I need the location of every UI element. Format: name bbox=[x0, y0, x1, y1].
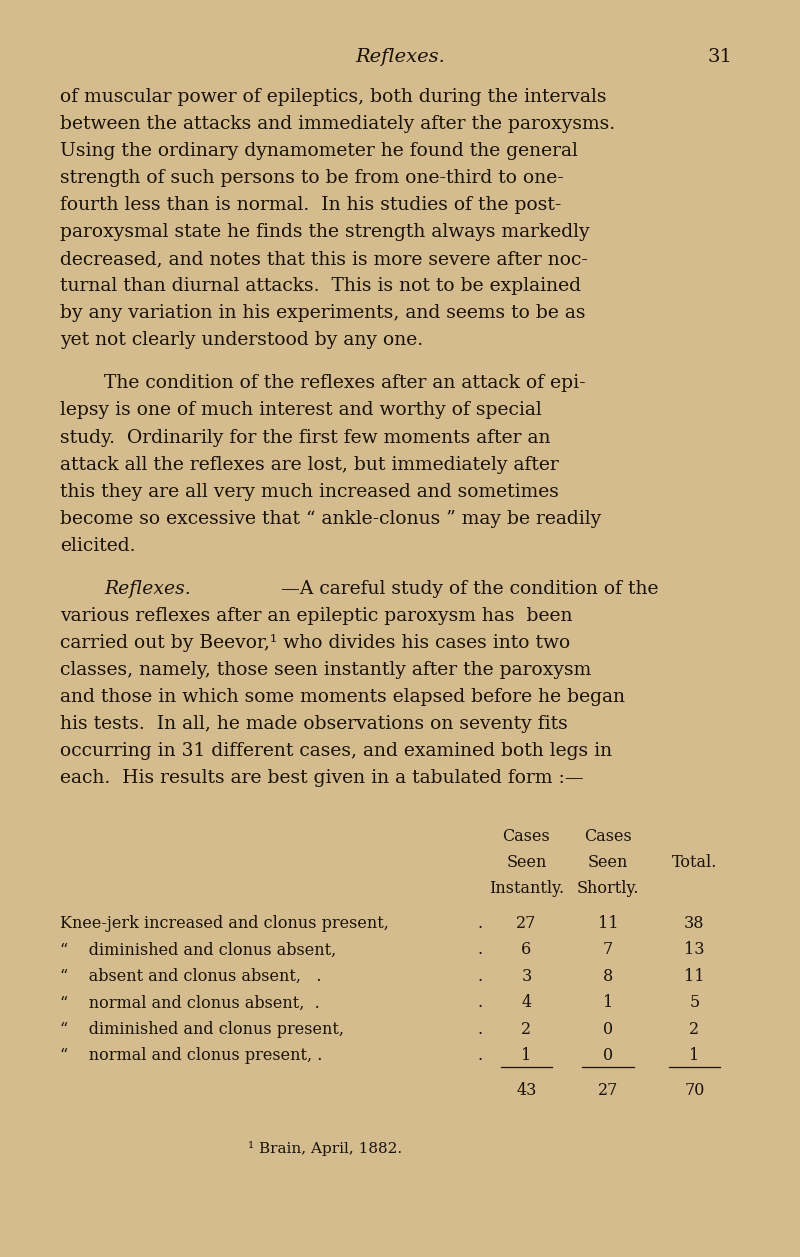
Text: .: . bbox=[478, 941, 482, 958]
Text: Seen: Seen bbox=[588, 855, 628, 871]
Text: fourth less than is normal.  In his studies of the post-: fourth less than is normal. In his studi… bbox=[60, 196, 562, 214]
Text: study.  Ordinarily for the first few moments after an: study. Ordinarily for the first few mome… bbox=[60, 429, 550, 446]
Text: and those in which some moments elapsed before he began: and those in which some moments elapsed … bbox=[60, 688, 625, 706]
Text: 4: 4 bbox=[522, 994, 531, 1012]
Text: Knee-jerk increased and clonus present,: Knee-jerk increased and clonus present, bbox=[60, 915, 389, 931]
Text: carried out by Beevor,¹ who divides his cases into two: carried out by Beevor,¹ who divides his … bbox=[60, 634, 570, 652]
Text: by any variation in his experiments, and seems to be as: by any variation in his experiments, and… bbox=[60, 304, 586, 322]
Text: between the attacks and immediately after the paroxysms.: between the attacks and immediately afte… bbox=[60, 114, 615, 133]
Text: Seen: Seen bbox=[506, 855, 546, 871]
Text: 3: 3 bbox=[522, 968, 531, 985]
Text: 6: 6 bbox=[522, 941, 531, 958]
Text: various reflexes after an epileptic paroxysm has  been: various reflexes after an epileptic paro… bbox=[60, 607, 573, 625]
Text: .: . bbox=[478, 968, 482, 985]
Text: —A careful study of the condition of the: —A careful study of the condition of the bbox=[281, 579, 658, 598]
Text: Instantly.: Instantly. bbox=[489, 880, 564, 896]
Text: 2: 2 bbox=[522, 1021, 531, 1038]
Text: “    normal and clonus absent,  .: “ normal and clonus absent, . bbox=[60, 994, 320, 1012]
Text: ¹ Brain, April, 1882.: ¹ Brain, April, 1882. bbox=[248, 1141, 402, 1156]
Text: decreased, and notes that this is more severe after noc-: decreased, and notes that this is more s… bbox=[60, 250, 588, 268]
Text: 2: 2 bbox=[690, 1021, 699, 1038]
Text: each.  His results are best given in a tabulated form :—: each. His results are best given in a ta… bbox=[60, 769, 584, 787]
Text: 5: 5 bbox=[690, 994, 699, 1012]
Text: 7: 7 bbox=[603, 941, 613, 958]
Text: 38: 38 bbox=[684, 915, 705, 931]
Text: 0: 0 bbox=[603, 1021, 613, 1038]
Text: this they are all very much increased and sometimes: this they are all very much increased an… bbox=[60, 483, 559, 500]
Text: Shortly.: Shortly. bbox=[577, 880, 639, 896]
Text: 8: 8 bbox=[603, 968, 613, 985]
Text: 1: 1 bbox=[522, 1047, 531, 1065]
Text: Reflexes.: Reflexes. bbox=[355, 48, 445, 65]
Text: 1: 1 bbox=[603, 994, 613, 1012]
Text: 70: 70 bbox=[684, 1082, 705, 1099]
Text: 43: 43 bbox=[516, 1082, 537, 1099]
Text: strength of such persons to be from one-third to one-: strength of such persons to be from one-… bbox=[60, 168, 564, 187]
Text: paroxysmal state he finds the strength always markedly: paroxysmal state he finds the strength a… bbox=[60, 222, 590, 241]
Text: 11: 11 bbox=[598, 915, 618, 931]
Text: yet not clearly understood by any one.: yet not clearly understood by any one. bbox=[60, 331, 423, 349]
Text: elicited.: elicited. bbox=[60, 537, 135, 554]
Text: 1: 1 bbox=[690, 1047, 699, 1065]
Text: Total.: Total. bbox=[672, 855, 717, 871]
Text: Reflexes.: Reflexes. bbox=[104, 579, 190, 598]
Text: “    normal and clonus present, .: “ normal and clonus present, . bbox=[60, 1047, 322, 1065]
Text: occurring in 31 different cases, and examined both legs in: occurring in 31 different cases, and exa… bbox=[60, 742, 612, 760]
Text: 27: 27 bbox=[598, 1082, 618, 1099]
Text: “    absent and clonus absent,   .: “ absent and clonus absent, . bbox=[60, 968, 322, 985]
Text: classes, namely, those seen instantly after the paroxysm: classes, namely, those seen instantly af… bbox=[60, 661, 591, 679]
Text: .: . bbox=[478, 915, 482, 931]
Text: lepsy is one of much interest and worthy of special: lepsy is one of much interest and worthy… bbox=[60, 401, 542, 420]
Text: become so excessive that “ ankle-clonus ” may be readily: become so excessive that “ ankle-clonus … bbox=[60, 509, 602, 528]
Text: Cases: Cases bbox=[502, 828, 550, 846]
Text: turnal than diurnal attacks.  This is not to be explained: turnal than diurnal attacks. This is not… bbox=[60, 277, 581, 295]
Text: of muscular power of epileptics, both during the intervals: of muscular power of epileptics, both du… bbox=[60, 88, 606, 106]
Text: .: . bbox=[478, 1047, 482, 1065]
Text: Cases: Cases bbox=[584, 828, 632, 846]
Text: 0: 0 bbox=[603, 1047, 613, 1065]
Text: attack all the reflexes are lost, but immediately after: attack all the reflexes are lost, but im… bbox=[60, 455, 558, 474]
Text: “    diminished and clonus present,: “ diminished and clonus present, bbox=[60, 1021, 344, 1038]
Text: .: . bbox=[478, 1021, 482, 1038]
Text: 11: 11 bbox=[684, 968, 705, 985]
Text: Using the ordinary dynamometer he found the general: Using the ordinary dynamometer he found … bbox=[60, 142, 578, 160]
Text: “    diminished and clonus absent,: “ diminished and clonus absent, bbox=[60, 941, 336, 958]
Text: .: . bbox=[478, 994, 482, 1012]
Text: 13: 13 bbox=[684, 941, 705, 958]
Text: The condition of the reflexes after an attack of epi-: The condition of the reflexes after an a… bbox=[104, 375, 586, 392]
Text: 31: 31 bbox=[707, 48, 732, 65]
Text: his tests.  In all, he made observations on seventy fits: his tests. In all, he made observations … bbox=[60, 715, 568, 733]
Text: 27: 27 bbox=[516, 915, 537, 931]
